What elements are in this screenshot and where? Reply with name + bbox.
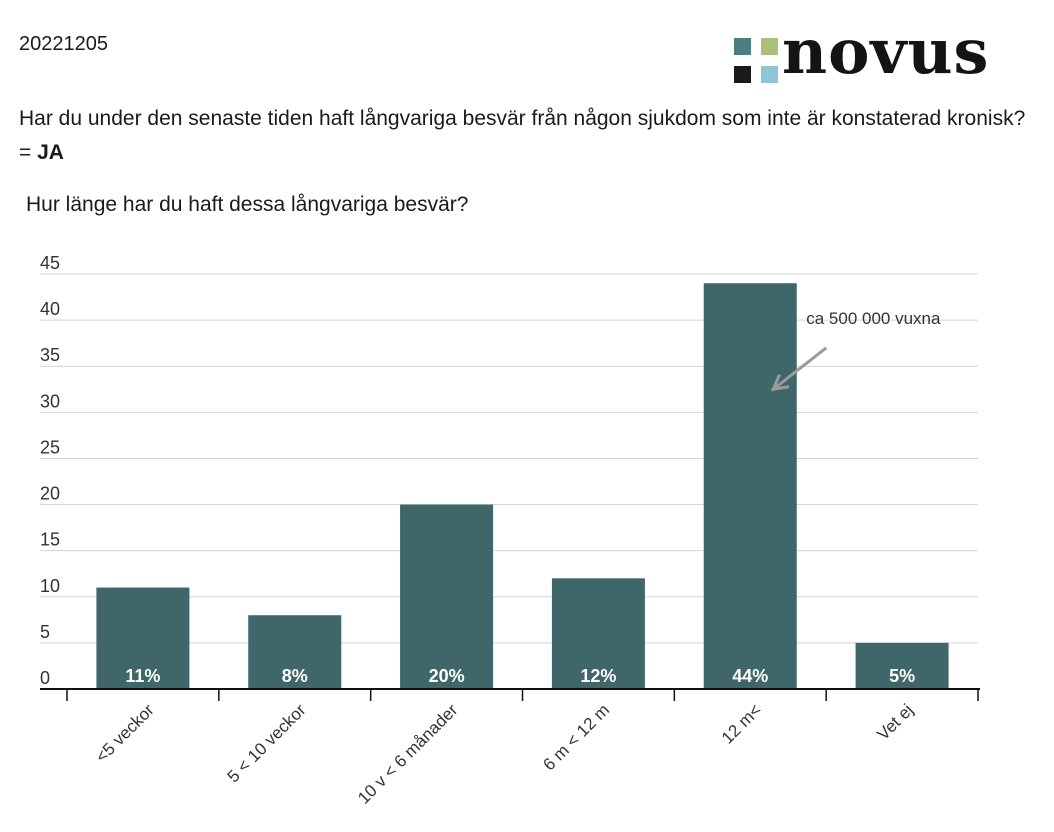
category-label: Vet ej bbox=[873, 700, 917, 744]
logo-wordmark: novus bbox=[782, 15, 990, 88]
bar bbox=[248, 615, 342, 689]
question-answer: JA bbox=[37, 141, 64, 164]
data-label: 5% bbox=[889, 666, 915, 686]
y-tick-label: 25 bbox=[40, 437, 60, 457]
logo-square-blue bbox=[761, 66, 778, 83]
data-label: 12% bbox=[580, 666, 616, 686]
data-label: 11% bbox=[125, 666, 160, 686]
y-tick-label: 20 bbox=[40, 484, 60, 504]
y-tick-label: 45 bbox=[40, 253, 60, 273]
data-label: 8% bbox=[282, 666, 308, 686]
bar bbox=[551, 578, 645, 689]
annotation-arrow bbox=[772, 346, 828, 391]
category-label: 10 v < 6 månader bbox=[354, 700, 462, 808]
bar bbox=[400, 504, 494, 689]
annotation-text: ca 500 000 vuxna bbox=[806, 309, 941, 328]
report-date: 20221205 bbox=[19, 33, 108, 55]
y-tick-label: 5 bbox=[40, 622, 50, 642]
logo-square-teal bbox=[734, 38, 751, 55]
y-tick-label: 30 bbox=[40, 391, 60, 411]
question-text: Har du under den senaste tiden haft lång… bbox=[19, 107, 1026, 164]
logo-square-black bbox=[734, 66, 751, 83]
category-label: 12 m< bbox=[718, 700, 765, 747]
data-label: 44% bbox=[732, 666, 768, 686]
bar bbox=[703, 283, 797, 689]
survey-question: Har du under den senaste tiden haft lång… bbox=[19, 102, 1029, 170]
chart-title: Hur länge har du haft dessa långvariga b… bbox=[26, 193, 469, 216]
category-label: 5 < 10 veckor bbox=[224, 700, 310, 786]
category-label: <5 veckor bbox=[92, 700, 158, 766]
annotation-arrowhead bbox=[770, 373, 790, 392]
y-tick-label: 10 bbox=[40, 576, 60, 596]
bar bbox=[96, 587, 190, 689]
y-tick-label: 40 bbox=[40, 299, 60, 319]
y-tick-label: 0 bbox=[40, 668, 50, 688]
logo-square-green bbox=[761, 38, 778, 55]
bar bbox=[855, 642, 949, 689]
category-label: 6 m < 12 m bbox=[539, 700, 613, 774]
y-tick-label: 35 bbox=[40, 345, 60, 365]
y-tick-label: 15 bbox=[40, 530, 60, 550]
data-label: 20% bbox=[429, 666, 465, 686]
novus-logo: novus bbox=[734, 21, 1044, 90]
